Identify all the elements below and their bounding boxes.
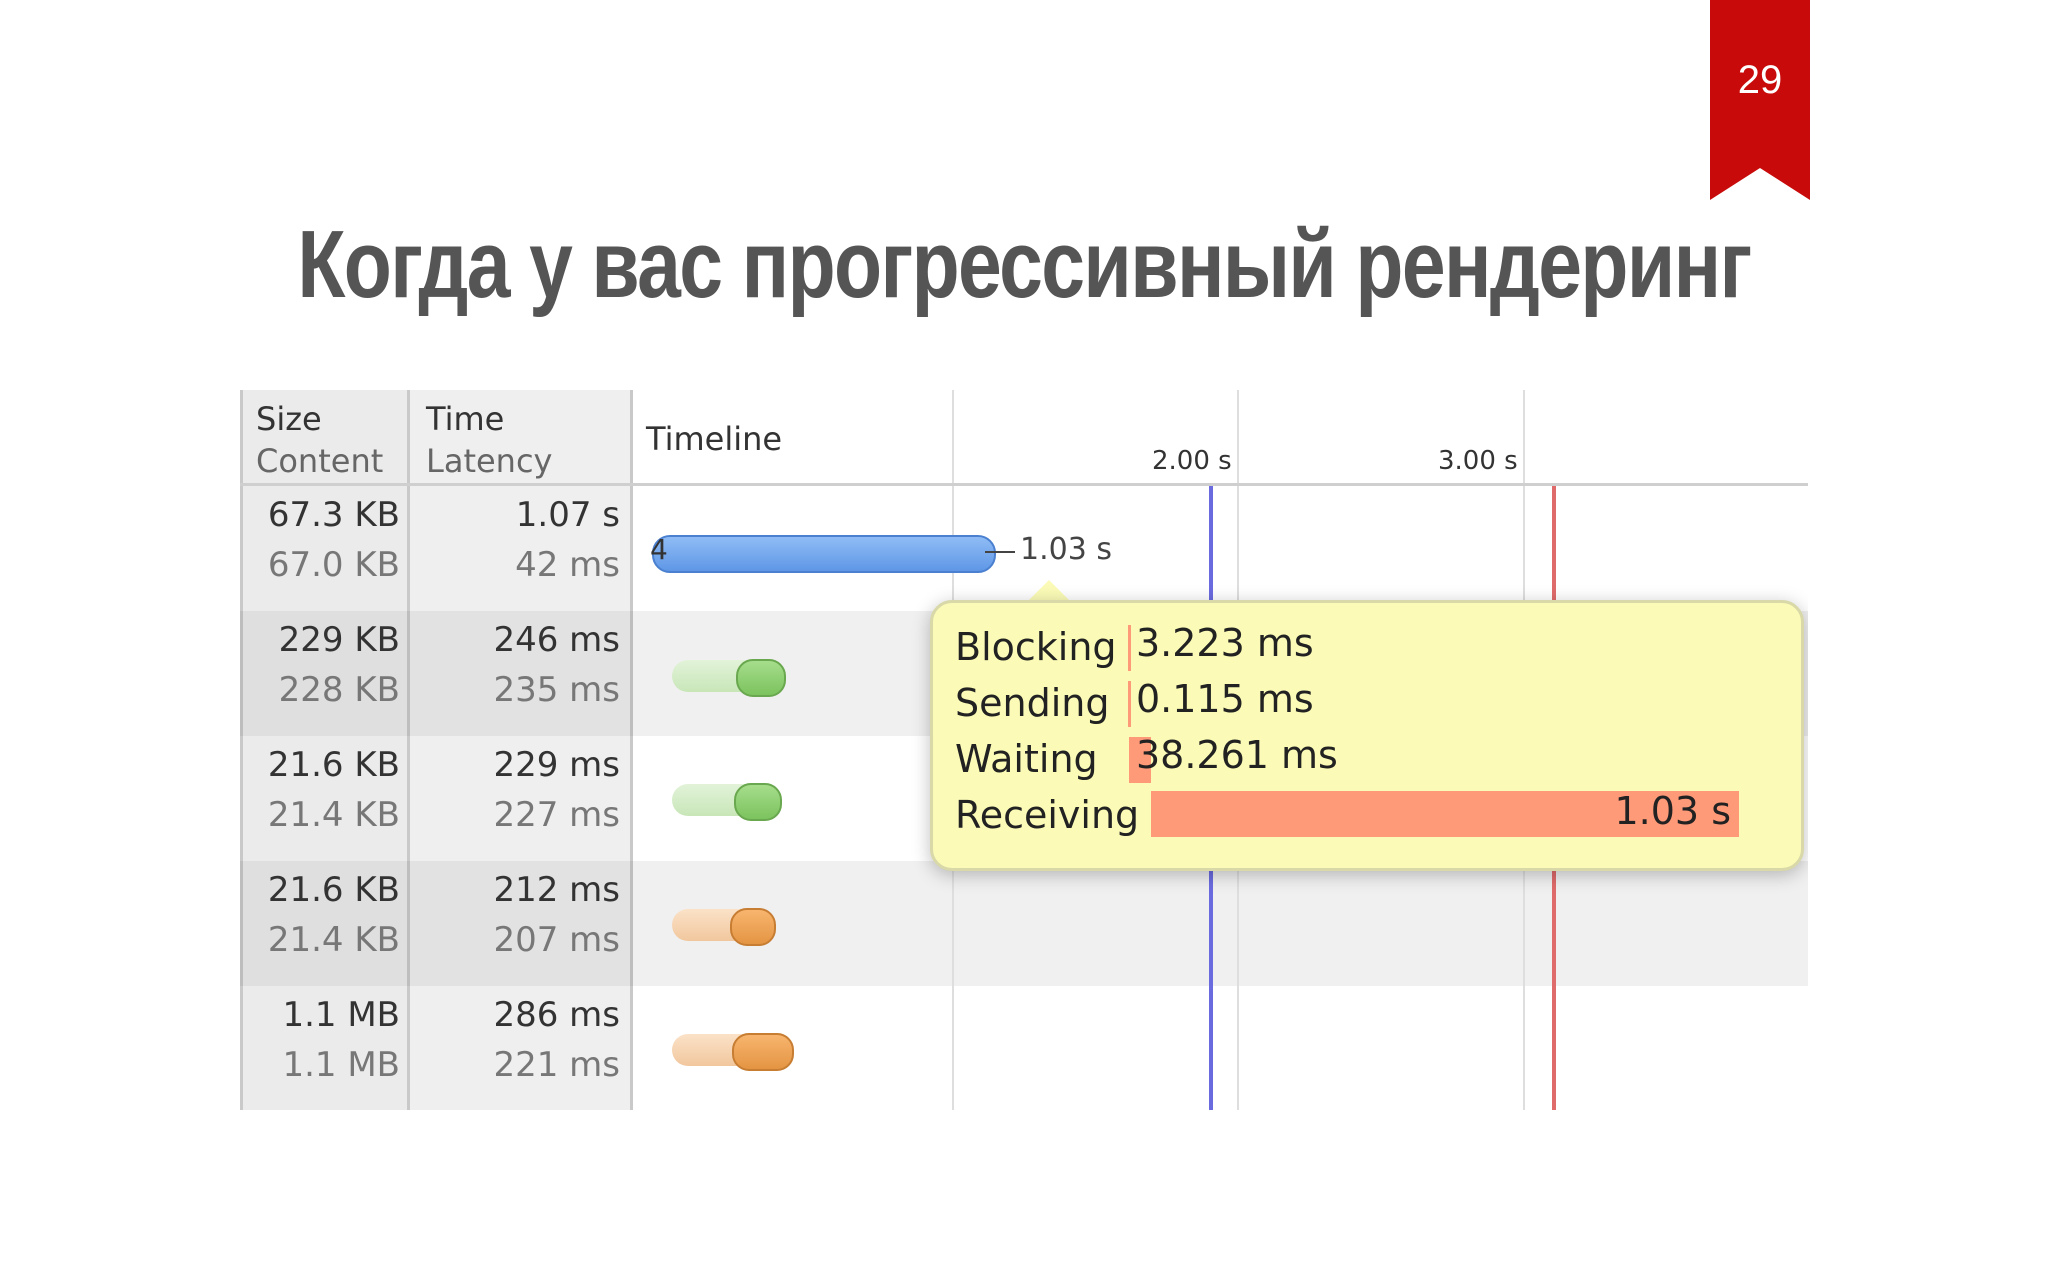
waiting-value: 38.261 ms: [1136, 733, 1338, 777]
time-value: 1.07 s: [515, 495, 620, 535]
sending-label: Sending: [955, 681, 1110, 725]
waiting-label: Waiting: [955, 737, 1098, 781]
tick-label-2s: 2.00 s: [1152, 446, 1232, 476]
content-value: 21.4 KB: [267, 795, 400, 835]
timeline-bar-orange-receive: [730, 908, 776, 946]
latency-value: 221 ms: [493, 1045, 620, 1085]
content-value: 228 KB: [278, 670, 400, 710]
sending-value: 0.115 ms: [1136, 677, 1314, 721]
size-value: 1.1 MB: [282, 995, 400, 1035]
time-header-label: Time: [426, 400, 505, 438]
table-row-size[interactable]: 21.6 KB 21.4 KB: [240, 865, 400, 965]
time-header[interactable]: Time Latency: [426, 398, 552, 482]
table-row-time[interactable]: 229 ms 227 ms: [410, 740, 620, 840]
latency-header-label: Latency: [426, 442, 553, 480]
timeline-bar-orange-receive: [732, 1033, 794, 1071]
row-stripe-left: [240, 861, 633, 986]
table-row-size[interactable]: 229 KB 228 KB: [240, 615, 400, 715]
size-header[interactable]: Size Content: [256, 398, 383, 482]
duration-whisker: [985, 551, 1015, 553]
timeline-duration-label: 1.03 s: [1020, 532, 1112, 567]
table-row-time[interactable]: 1.07 s 42 ms: [410, 490, 620, 590]
latency-value: 227 ms: [493, 795, 620, 835]
size-column: [240, 390, 410, 1110]
timeline-bar-start-label: 4: [650, 533, 668, 566]
slide-title: Когда у вас прогрессивный рендеринг: [297, 211, 1752, 318]
timeline-header[interactable]: Timeline: [646, 420, 783, 458]
sending-bar: [1128, 681, 1131, 727]
latency-value: 42 ms: [515, 545, 620, 585]
timeline-bar-green-receive: [736, 659, 786, 697]
timeline-bar-blue[interactable]: [652, 535, 996, 573]
table-row-size[interactable]: 1.1 MB 1.1 MB: [240, 990, 400, 1090]
receiving-bar: [1151, 791, 1739, 837]
table-row-time[interactable]: 246 ms 235 ms: [410, 615, 620, 715]
content-value: 67.0 KB: [267, 545, 400, 585]
time-value: 286 ms: [493, 995, 620, 1035]
size-header-label: Size: [256, 400, 322, 438]
blocking-value: 3.223 ms: [1136, 621, 1314, 665]
size-value: 229 KB: [278, 620, 400, 660]
timeline-bar-green-receive: [734, 783, 782, 821]
blocking-bar: [1128, 625, 1131, 671]
timing-tooltip: Blocking 3.223 ms Sending 0.115 ms Waiti…: [930, 600, 1804, 871]
row-stripe-left: [240, 611, 633, 736]
header-divider: [240, 483, 1808, 486]
table-row-time[interactable]: 212 ms 207 ms: [410, 865, 620, 965]
table-row-time[interactable]: 286 ms 221 ms: [410, 990, 620, 1090]
waiting-bar: [1129, 737, 1151, 783]
time-value: 212 ms: [493, 870, 620, 910]
blocking-label: Blocking: [955, 625, 1117, 669]
receiving-label: Receiving: [955, 793, 1140, 837]
latency-value: 235 ms: [493, 670, 620, 710]
slide-number-ribbon: 29: [1710, 0, 1810, 200]
network-timeline-panel: 2.00 s 3.00 s Size Content Time Latency …: [240, 390, 1808, 1110]
table-row-size[interactable]: 21.6 KB 21.4 KB: [240, 740, 400, 840]
time-value: 246 ms: [493, 620, 620, 660]
size-value: 67.3 KB: [267, 495, 400, 535]
receiving-value: 1.03 s: [1614, 789, 1732, 833]
content-header-label: Content: [256, 442, 384, 480]
size-value: 21.6 KB: [267, 870, 400, 910]
tick-label-3s: 3.00 s: [1438, 446, 1518, 476]
row-stripe: [633, 861, 1808, 986]
slide-number: 29: [1737, 58, 1783, 102]
time-value: 229 ms: [493, 745, 620, 785]
latency-value: 207 ms: [493, 920, 620, 960]
time-column: [410, 390, 633, 1110]
content-value: 21.4 KB: [267, 920, 400, 960]
table-row-size[interactable]: 67.3 KB 67.0 KB: [240, 490, 400, 590]
content-value: 1.1 MB: [282, 1045, 400, 1085]
size-value: 21.6 KB: [267, 745, 400, 785]
